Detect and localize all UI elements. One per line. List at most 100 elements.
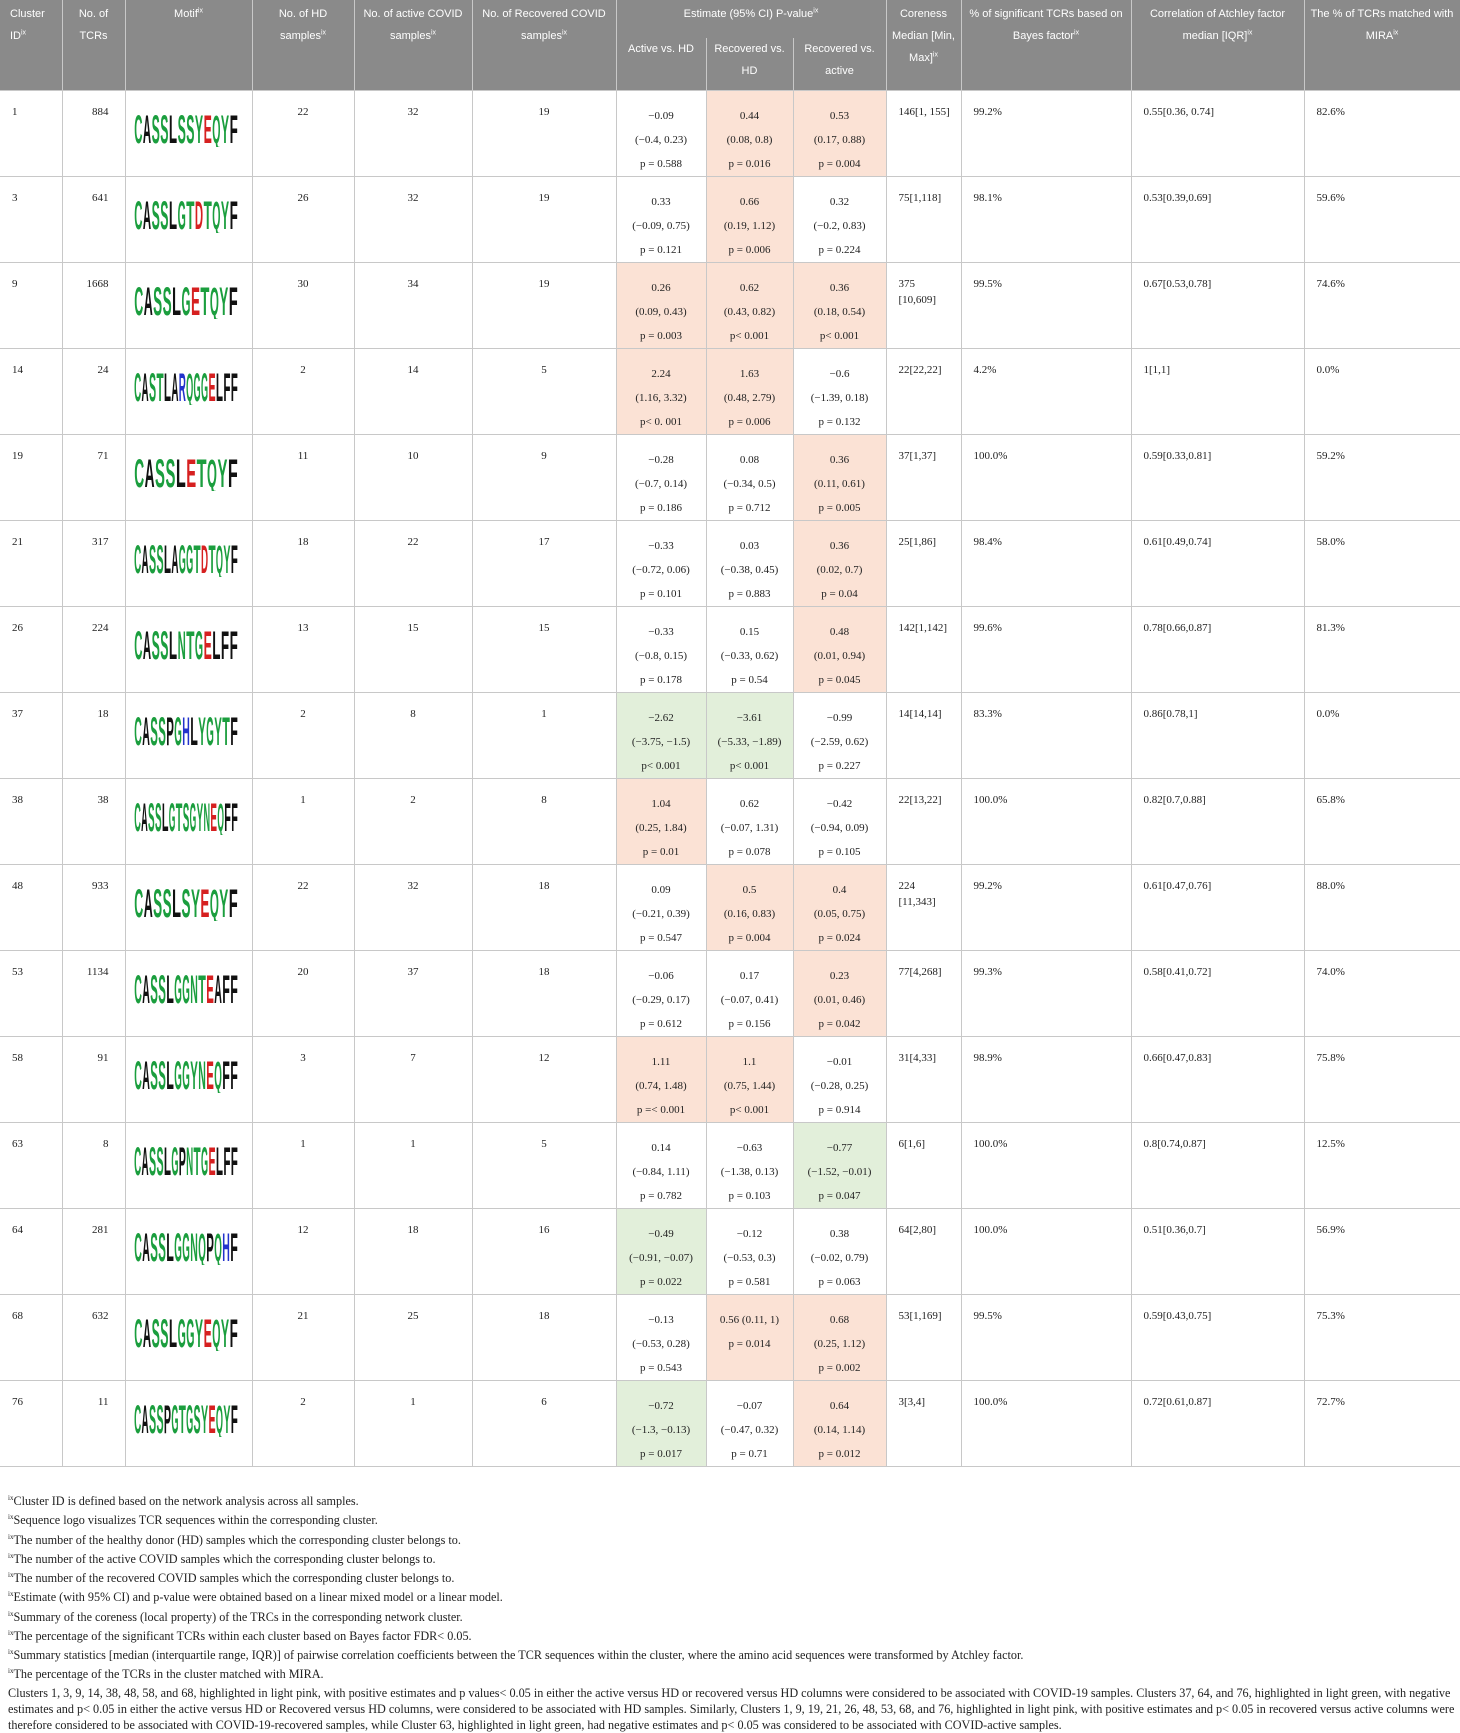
estimate-ci: (−0.53, 0.3)	[723, 1252, 776, 1264]
cell-cluster-id: 1	[0, 90, 63, 177]
logo-letter: A	[141, 366, 148, 405]
cell-pct-significant-text: 99.3%	[973, 966, 1002, 978]
logo-letter: N	[203, 796, 210, 835]
estimate-p: p = 0.045	[818, 674, 861, 686]
cell-coreness: 37[1,37]	[886, 434, 962, 521]
estimate-est: 0.68	[829, 1314, 850, 1326]
estimate-ci: (−0.07, 1.31)	[720, 822, 779, 834]
footnote: ixThe number of the healthy donor (HD) s…	[8, 1529, 1456, 1548]
estimate-ci: (−0.34, 0.5)	[723, 478, 776, 490]
cell-pct-mira-text: 59.6%	[1316, 192, 1345, 204]
logo-letter: C	[134, 194, 142, 233]
logo-letter: F	[230, 1054, 238, 1093]
logo-letter: Q	[215, 1398, 222, 1437]
estimate-p: p = 0.078	[728, 846, 771, 858]
cell-coreness: 224 [11,343]	[886, 864, 962, 951]
logo-letter: L	[163, 538, 170, 577]
footnote-mark: ix	[8, 1494, 14, 1502]
logo-letter: C	[134, 538, 141, 577]
cell-no-recovered-text: 9	[541, 450, 547, 462]
cell-cluster-id-text: 9	[12, 278, 18, 290]
estimate-p: p = 0.227	[818, 760, 861, 772]
cell-cluster-id-text: 58	[12, 1052, 23, 1064]
logo-letter: S	[186, 108, 194, 147]
cell-coreness: 375 [10,609]	[886, 262, 962, 349]
footnote-mark: ix	[8, 1513, 14, 1522]
logo-letter: A	[142, 624, 150, 663]
estimate-est: 0.36	[829, 454, 850, 466]
cell-estimate: −0.72 (−1.3, −0.13) p = 0.017	[616, 1380, 707, 1467]
footnote-mark: ix	[8, 1628, 14, 1637]
cell-coreness-text: 37[1,37]	[898, 450, 937, 462]
cell-estimate: 0.09 (−0.21, 0.39) p = 0.547	[616, 864, 707, 951]
cell-correlation: 1[1,1]	[1131, 348, 1305, 435]
cell-pct-mira: 74.0%	[1304, 950, 1460, 1037]
cell-cluster-id-text: 53	[12, 966, 23, 978]
footnote: ixSummary of the coreness (local propert…	[8, 1606, 1456, 1625]
estimate-est: 0.23	[829, 970, 850, 982]
footnote-text: The number of the recovered COVID sample…	[13, 1571, 455, 1586]
estimate-ci: (−0.94, 0.09)	[810, 822, 869, 834]
logo-letter: G	[181, 280, 190, 319]
cell-correlation-text: 0.8[0.74,0.87]	[1143, 1138, 1206, 1150]
logo-letter: G	[182, 1054, 190, 1093]
estimate-ci: (0.08, 0.8)	[726, 134, 773, 146]
cell-no-tcrs-text: 71	[97, 450, 109, 462]
cell-correlation-text: 0.72[0.61,0.87]	[1143, 1396, 1212, 1408]
cell-coreness-text: 31[4,33]	[898, 1052, 937, 1064]
cell-pct-significant-text: 98.9%	[973, 1052, 1002, 1064]
logo-letter: S	[160, 1312, 168, 1351]
cell-no-active-text: 18	[407, 1224, 419, 1236]
cell-coreness-text: 77[4,268]	[898, 966, 942, 978]
cell-no-recovered: 19	[472, 90, 617, 177]
logo-letter: P	[163, 1398, 170, 1437]
logo-letter: G	[174, 1054, 182, 1093]
cell-no-active: 15	[354, 606, 473, 693]
cell-no-tcrs: 91	[62, 1036, 126, 1123]
cell-pct-significant: 99.3%	[961, 950, 1132, 1037]
cell-pct-mira-text: 75.8%	[1316, 1052, 1345, 1064]
cell-no-active: 32	[354, 90, 473, 177]
cell-correlation: 0.53[0.39,0.69]	[1131, 176, 1305, 263]
estimate-est: −0.72	[648, 1400, 674, 1412]
logo-letter: Q	[215, 538, 222, 577]
table-row: 68 632 C A S S L G G Y E Q Y F 21 25 18 −0.13 (−0.53, 0.28…	[0, 1294, 1460, 1381]
cell-no-tcrs: 18	[62, 692, 126, 779]
cell-cluster-id-text: 26	[12, 622, 23, 634]
cell-estimate: −3.61 (−5.33, −1.89) p< 0.001	[706, 692, 794, 779]
logo-letter: G	[201, 366, 208, 405]
cell-no-hd: 26	[252, 176, 355, 263]
estimate-est: −0.49	[648, 1228, 674, 1240]
cell-correlation-text: 0.51[0.36,0.7]	[1143, 1224, 1206, 1236]
cell-no-tcrs-text: 317	[92, 536, 109, 548]
cell-coreness-text: 25[1,86]	[898, 536, 937, 548]
logo-letter: T	[198, 968, 206, 1007]
estimate-ci: (−2.59, 0.62)	[810, 736, 869, 748]
cell-no-active: 22	[354, 520, 473, 607]
footnote-text: Summary statistics [median (interquartil…	[13, 1648, 1024, 1663]
estimate-ci: (0.18, 0.54)	[813, 306, 866, 318]
table-row: 48 933 C A S S L S Y E Q Y F 22 32 18 0.09 (−0.21, 0.39) p…	[0, 864, 1460, 951]
logo-letter: Y	[194, 1312, 202, 1351]
logo-letter: E	[203, 108, 211, 147]
estimate-est: 0.62	[739, 282, 760, 294]
cell-no-tcrs-text: 24	[97, 364, 109, 376]
header-no-hd: No. of HD samplesix	[252, 0, 355, 91]
estimate-ci: (−0.8, 0.15)	[634, 650, 688, 662]
cell-estimate: −0.63 (−1.38, 0.13) p = 0.103	[706, 1122, 794, 1209]
logo-letter: E	[191, 280, 200, 319]
footnote: ixSequence logo visualizes TCR sequences…	[8, 1509, 1456, 1528]
cell-coreness-text: 53[1,169]	[898, 1310, 942, 1322]
logo-letter: A	[143, 280, 152, 319]
cell-pct-mira: 0.0%	[1304, 348, 1460, 435]
cell-no-recovered: 8	[472, 778, 617, 865]
cell-pct-significant: 99.5%	[961, 1294, 1132, 1381]
